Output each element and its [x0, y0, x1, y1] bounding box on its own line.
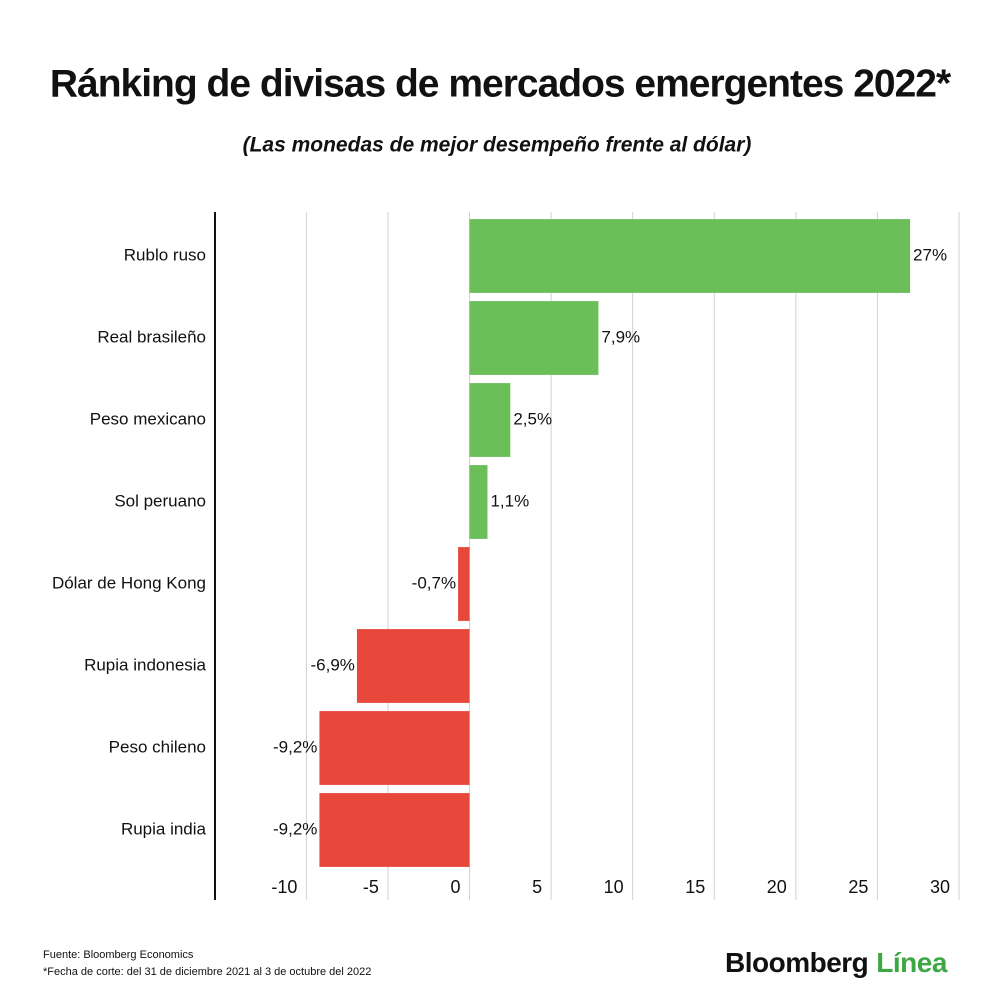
brand-name: Bloomberg: [725, 947, 868, 978]
value-label: 1,1%: [490, 491, 529, 510]
x-tick-label: 10: [604, 877, 624, 897]
y-tick-label: Rublo ruso: [124, 245, 206, 264]
x-tick-label: -10: [271, 877, 297, 897]
bar: [319, 793, 470, 867]
value-label: -6,9%: [311, 655, 355, 674]
y-tick-label: Rupia india: [121, 819, 207, 838]
value-label: -9,2%: [273, 737, 317, 756]
value-label: 7,9%: [601, 327, 640, 346]
y-tick-label: Sol peruano: [114, 491, 206, 510]
y-tick-label: Dólar de Hong Kong: [52, 573, 206, 592]
x-tick-label: 25: [848, 877, 868, 897]
bars: Rublo ruso 27% Real brasileño 7,9% Peso mexi…: [52, 219, 947, 867]
value-label: -0,7%: [412, 573, 456, 592]
brand-suffix: Línea: [876, 947, 948, 978]
x-tick-label: 15: [685, 877, 705, 897]
x-tick-label: 0: [451, 877, 461, 897]
chart-subtitle: (Las monedas de mejor desempeño frente a…: [243, 134, 752, 157]
bar: [458, 547, 470, 621]
y-tick-label: Peso chileno: [109, 737, 206, 756]
value-label: 2,5%: [513, 409, 552, 428]
value-label: -9,2%: [273, 819, 317, 838]
y-tick-label: Rupia indonesia: [84, 655, 206, 674]
bar: [469, 465, 488, 539]
x-tick-label: 30: [930, 877, 950, 897]
note: *Fecha de corte: del 31 de diciembre 202…: [43, 966, 371, 978]
source: Fuente: Bloomberg Economics: [43, 949, 194, 961]
x-tick-label: 20: [767, 877, 787, 897]
brand-logo: Bloomberg Línea: [725, 947, 948, 978]
x-tick-label: 5: [532, 877, 542, 897]
bar: [319, 711, 470, 785]
y-tick-label: Real brasileño: [97, 327, 206, 346]
value-label: 27%: [913, 245, 947, 264]
chart-title: Ránking de divisas de mercados emergente…: [50, 62, 952, 105]
bar: [469, 383, 511, 457]
y-tick-label: Peso mexicano: [90, 409, 206, 428]
bar: [469, 301, 599, 375]
x-tick-label: -5: [363, 877, 379, 897]
bar: [356, 629, 470, 703]
bar: [469, 219, 911, 293]
